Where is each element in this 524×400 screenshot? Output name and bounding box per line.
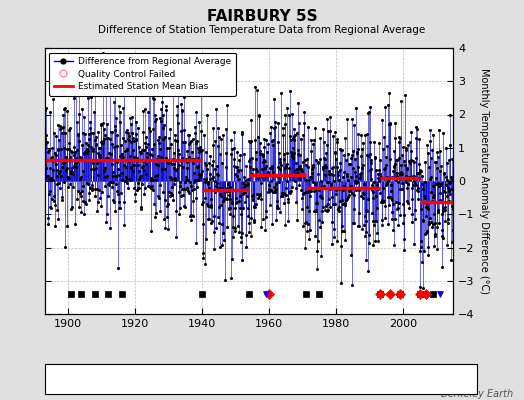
- Text: Empirical Break: Empirical Break: [406, 374, 477, 384]
- Text: FAIRBURY 5S: FAIRBURY 5S: [206, 9, 318, 24]
- Legend: Difference from Regional Average, Quality Control Failed, Estimated Station Mean: Difference from Regional Average, Qualit…: [49, 52, 236, 96]
- Text: Difference of Station Temperature Data from Regional Average: Difference of Station Temperature Data f…: [99, 25, 425, 35]
- Text: Station Move: Station Move: [68, 374, 128, 384]
- Y-axis label: Monthly Temperature Anomaly Difference (°C): Monthly Temperature Anomaly Difference (…: [479, 68, 489, 294]
- Text: Berkeley Earth: Berkeley Earth: [441, 389, 514, 399]
- Text: Record Gap: Record Gap: [170, 374, 223, 384]
- Text: Time of Obs. Change: Time of Obs. Change: [280, 374, 375, 384]
